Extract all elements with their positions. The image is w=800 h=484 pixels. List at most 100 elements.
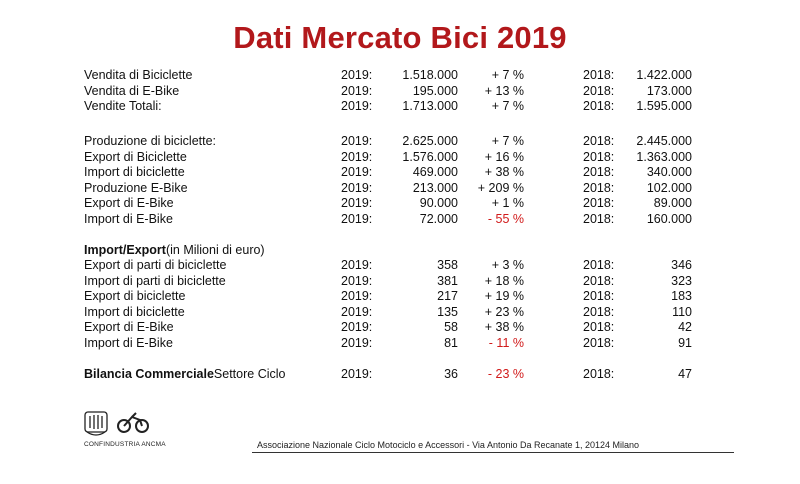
table-row: Export di Biciclette 2019: 1.576.000 + 16 %…	[0, 149, 800, 165]
confindustria-eagle-icon	[84, 411, 108, 436]
year-2018: 2018:	[583, 258, 615, 272]
table-row: Produzione di biciclette: 2019: 2.625.000 +…	[0, 133, 800, 149]
change: + 18 %	[484, 273, 524, 288]
table-row: Import di parti di biciclette 2019: 381 + 1…	[0, 273, 800, 289]
change: + 16 %	[484, 149, 524, 164]
year-2019: 2019:	[341, 273, 373, 288]
balance-value-2018: 47	[678, 367, 692, 381]
value-2018: 183	[671, 289, 692, 304]
change: + 13 %	[484, 83, 524, 98]
year-2018: 2018:	[583, 212, 615, 226]
row-label: Import di biciclette	[84, 304, 185, 319]
balance-year-2019: 2019:	[341, 367, 373, 381]
table-row: Export di E-Bike 2019: 90.000 + 1 % 2018: 89.…	[0, 195, 800, 211]
row-label: Import di E-Bike	[84, 336, 173, 350]
row-label: Export di E-Bike	[84, 320, 174, 335]
balance-value-2019: 36	[444, 367, 458, 381]
row-label: Import di E-Bike	[84, 212, 173, 226]
year-2018: 2018:	[583, 304, 615, 319]
year-2018: 2018:	[583, 196, 615, 211]
row-label: Export di biciclette	[84, 289, 186, 304]
change: + 209 %	[477, 180, 524, 195]
import-export-unit-note: (in Milioni di euro)	[165, 243, 265, 257]
row-label: Import di biciclette	[84, 165, 185, 180]
value-2018: 2.445.000	[636, 134, 692, 148]
year-2019: 2019:	[341, 212, 373, 226]
change: + 7 %	[491, 134, 524, 148]
value-2019: 135	[437, 304, 458, 319]
table-row: Export di parti di biciclette 2019: 358 + 3…	[0, 257, 800, 273]
table-row: Vendita di Biciclette 2019: 1.518.000 + 7 %…	[0, 67, 800, 83]
logo-caption: CONFINDUSTRIA ANCMA	[84, 441, 166, 448]
value-2018: 1.595.000	[636, 99, 692, 113]
footer-divider	[252, 452, 734, 453]
year-2019: 2019:	[341, 68, 373, 82]
change: + 1 %	[491, 196, 524, 211]
value-2019: 2.625.000	[402, 134, 458, 148]
value-2018: 1.422.000	[636, 68, 692, 82]
value-2018: 173.000	[646, 83, 692, 98]
value-2019: 195.000	[412, 83, 458, 98]
year-2018: 2018:	[583, 320, 615, 335]
year-2019: 2019:	[341, 165, 373, 180]
year-2018: 2018:	[583, 149, 615, 164]
value-2019: 90.000	[419, 196, 458, 211]
table-row: Import di biciclette 2019: 135 + 23 % 2018: 1…	[0, 304, 800, 320]
row-label: Import di parti di biciclette	[84, 273, 226, 288]
year-2019: 2019:	[341, 99, 373, 113]
change: + 19 %	[484, 289, 524, 304]
value-2019: 381	[437, 273, 458, 288]
row-label: Export di Biciclette	[84, 149, 187, 164]
year-2019: 2019:	[341, 289, 373, 304]
value-2019: 213.000	[412, 180, 458, 195]
value-2019: 1.713.000	[402, 99, 458, 113]
row-label: Produzione di biciclette:	[84, 134, 217, 148]
table-row: Produzione E-Bike 2019: 213.000 + 209 % 2018…	[0, 180, 800, 196]
balance-row: Bilancia Commerciale Settore Ciclo 2019:…	[0, 366, 800, 382]
year-2019: 2019:	[341, 180, 373, 195]
value-2018: 89.000	[653, 196, 692, 211]
row-label: Export di parti di biciclette	[84, 258, 227, 272]
balance-label-rest: Settore Ciclo	[213, 367, 286, 381]
value-2019: 217	[437, 289, 458, 304]
value-2018: 340.000	[646, 165, 692, 180]
year-2018: 2018:	[583, 134, 615, 148]
import-export-heading: Import/Export (in Milioni di euro)	[0, 242, 800, 258]
year-2019: 2019:	[341, 336, 373, 350]
year-2019: 2019:	[341, 304, 373, 319]
value-2018: 323	[671, 273, 692, 288]
value-2019: 1.576.000	[402, 149, 458, 164]
row-label: Export di E-Bike	[84, 196, 174, 211]
year-2019: 2019:	[341, 258, 373, 272]
row-label: Vendite Totali:	[84, 99, 162, 113]
year-2018: 2018:	[583, 68, 615, 82]
value-2019: 469.000	[412, 165, 458, 180]
change: + 3 %	[491, 258, 524, 272]
row-label: Vendita di E-Bike	[84, 83, 180, 98]
row-label: Produzione E-Bike	[84, 180, 188, 195]
year-2018: 2018:	[583, 273, 615, 288]
ancma-motorcycle-icon	[117, 412, 149, 433]
change: - 11 %	[488, 336, 524, 350]
value-2018: 110	[672, 304, 692, 319]
year-2018: 2018:	[583, 165, 615, 180]
logo	[82, 408, 192, 448]
value-2019: 1.518.000	[402, 68, 458, 82]
value-2019: 58	[444, 320, 458, 335]
logo-graphic	[84, 411, 149, 436]
table-row: Vendite Totali: 2019: 1.713.000 + 7 % 2018: 1…	[0, 98, 800, 114]
value-2019: 358	[437, 258, 458, 272]
year-2019: 2019:	[341, 196, 373, 211]
year-2018: 2018:	[583, 99, 615, 113]
table-row: Export di biciclette 2019: 217 + 19 % 2018: 1…	[0, 288, 800, 304]
import-export-heading-label: Import/Export	[84, 243, 166, 257]
value-2019: 81	[444, 336, 458, 350]
balance-change: - 23 %	[487, 367, 524, 381]
value-2018: 1.363.000	[636, 149, 692, 164]
footer-address: Associazione Nazionale Ciclo Motociclo e…	[257, 440, 640, 450]
table-row: Vendita di E-Bike 2019: 195.000 + 13 % 2018:…	[0, 83, 800, 99]
balance-label-bold: Bilancia Commerciale	[84, 367, 214, 381]
change: + 7 %	[491, 68, 524, 82]
row-label: Vendita di Biciclette	[84, 68, 193, 82]
